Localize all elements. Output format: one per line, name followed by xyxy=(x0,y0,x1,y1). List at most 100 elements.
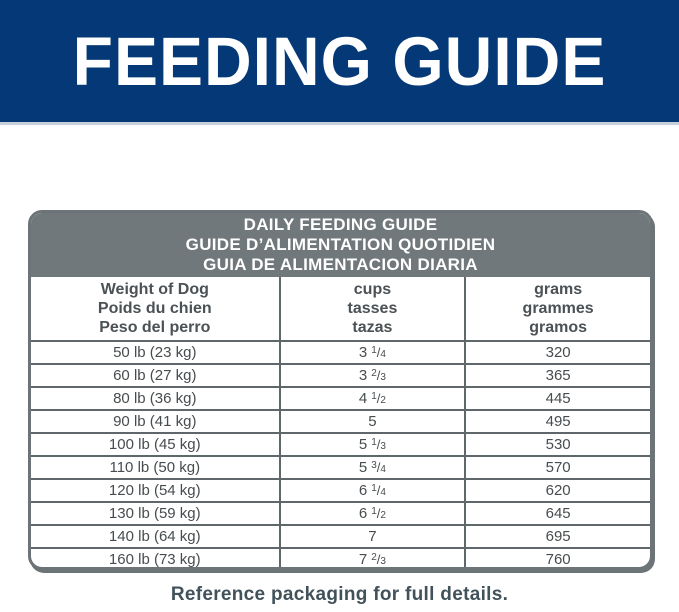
weight-cell: 50 lb (23 kg) xyxy=(113,344,197,361)
grams-column-header: grams grammes gramos xyxy=(464,277,650,340)
cups-header-es: tazas xyxy=(352,319,393,336)
weight-cell: 130 lb (59 kg) xyxy=(108,505,201,522)
fraction-slash: / xyxy=(376,345,381,360)
weight-cell: 110 lb (50 kg) xyxy=(109,459,201,476)
cups-cell: 5 1/3 xyxy=(278,434,465,455)
cups-cell: 6 1/4 xyxy=(278,480,465,501)
grams-cell: 760 xyxy=(464,549,650,567)
fraction-slash: / xyxy=(376,437,381,452)
weight-cell: 140 lb (64 kg) xyxy=(108,528,201,545)
cups-whole-value: 6 xyxy=(358,505,368,522)
fraction-numerator: 1 xyxy=(371,437,377,448)
table-title-line-fr: GUIDE D’ALIMENTATION QUOTIDIEN xyxy=(185,235,496,254)
grams-cell: 530 xyxy=(464,434,650,455)
fraction-slash: / xyxy=(376,483,381,498)
table-row: 100 lb (45 kg) 5 1/3 530 xyxy=(31,432,650,455)
table-row: 120 lb (54 kg) 6 1/4 620 xyxy=(31,478,650,501)
fraction-slash: / xyxy=(376,460,381,475)
footer-note: Reference packaging for full details. xyxy=(170,584,509,605)
weight-header-es: Peso del perro xyxy=(99,319,211,336)
grams-header-fr: grammes xyxy=(522,300,594,317)
cups-whole-value: 5 xyxy=(358,436,368,453)
fraction-numerator: 1 xyxy=(371,391,377,402)
weight-cell: 60 lb (27 kg) xyxy=(113,367,197,384)
table-title: DAILY FEEDING GUIDE GUIDE D’ALIMENTATION… xyxy=(31,213,650,277)
table-row: 140 lb (64 kg) 7 695 xyxy=(31,524,650,547)
weight-cell: 120 lb (54 kg) xyxy=(108,482,201,499)
table-row: 130 lb (59 kg) 6 1/2 645 xyxy=(31,501,650,524)
weight-header-en: Weight of Dog xyxy=(100,281,209,298)
cups-fraction: 1/2 xyxy=(371,390,386,407)
daily-feeding-guide-table: DAILY FEEDING GUIDE GUIDE D’ALIMENTATION… xyxy=(28,210,653,570)
cups-whole-value: 5 xyxy=(368,413,377,430)
cups-cell: 5 3/4 xyxy=(278,457,465,478)
fraction-denominator: 2 xyxy=(380,510,386,521)
table-row: 160 lb (73 kg) 7 2/3 760 xyxy=(31,547,650,568)
weight-cell: 160 lb (73 kg) xyxy=(108,551,201,568)
cups-cell: 7 xyxy=(278,526,465,547)
cups-cell: 7 2/3 xyxy=(278,549,465,568)
cups-fraction: 2/3 xyxy=(371,551,386,567)
cups-fraction: 3/4 xyxy=(371,459,386,476)
feeding-guide-banner: FEEDING GUIDE xyxy=(0,0,679,125)
cups-fraction: 1/2 xyxy=(371,505,386,522)
fraction-denominator: 4 xyxy=(380,349,386,360)
fraction-denominator: 3 xyxy=(380,441,386,452)
grams-header-es: gramos xyxy=(529,319,588,336)
fraction-denominator: 2 xyxy=(380,395,386,406)
cups-whole-value: 6 xyxy=(358,482,368,499)
fraction-numerator: 2 xyxy=(371,368,377,379)
cups-cell: 5 xyxy=(278,411,465,432)
table-row: 90 lb (41 kg) 5 495 xyxy=(31,409,650,432)
fraction-numerator: 2 xyxy=(371,552,377,563)
fraction-denominator: 3 xyxy=(380,372,386,383)
cups-fraction: 1/4 xyxy=(371,344,386,361)
cups-whole-value: 7 xyxy=(358,551,368,568)
cups-whole-value: 7 xyxy=(368,528,377,545)
banner-title: FEEDING GUIDE xyxy=(72,22,607,100)
grams-cell: 570 xyxy=(464,457,650,478)
grams-cell: 320 xyxy=(464,342,650,363)
fraction-numerator: 1 xyxy=(371,506,377,517)
fraction-slash: / xyxy=(376,552,381,567)
fraction-numerator: 1 xyxy=(371,345,377,356)
weight-header-fr: Poids du chien xyxy=(97,300,212,317)
grams-cell: 495 xyxy=(464,411,650,432)
cups-whole-value: 5 xyxy=(358,459,368,476)
cups-column-header: cups tasses tazas xyxy=(278,277,465,340)
table-title-line-en: DAILY FEEDING GUIDE xyxy=(243,215,438,234)
grams-cell: 645 xyxy=(464,503,650,524)
fraction-slash: / xyxy=(376,391,381,406)
table-title-line-es: GUIA DE ALIMENTACION DIARIA xyxy=(203,255,478,274)
grams-cell: 445 xyxy=(464,388,650,409)
grams-cell: 695 xyxy=(464,526,650,547)
table-body: 50 lb (23 kg) 3 1/4 320 60 lb (27 kg) 3 2/3 365… xyxy=(31,340,650,568)
table-row: 80 lb (36 kg) 4 1/2 445 xyxy=(31,386,650,409)
cups-whole-value: 4 xyxy=(358,390,368,407)
table-row: 50 lb (23 kg) 3 1/4 320 xyxy=(31,340,650,363)
column-header-row: Weight of Dog Poids du chien Peso del pe… xyxy=(31,277,650,340)
cups-fraction: 2/3 xyxy=(371,367,386,384)
table-row: 60 lb (27 kg) 3 2/3 365 xyxy=(31,363,650,386)
fraction-numerator: 3 xyxy=(371,460,377,471)
fraction-denominator: 3 xyxy=(380,556,386,567)
weight-cell: 100 lb (45 kg) xyxy=(108,436,201,453)
fraction-slash: / xyxy=(376,368,381,383)
cups-fraction: 1/3 xyxy=(371,436,386,453)
weight-cell: 80 lb (36 kg) xyxy=(113,390,197,407)
grams-cell: 620 xyxy=(464,480,650,501)
fraction-denominator: 4 xyxy=(380,464,386,475)
cups-whole-value: 3 xyxy=(358,367,368,384)
weight-column-header: Weight of Dog Poids du chien Peso del pe… xyxy=(31,277,279,340)
cups-header-en: cups xyxy=(353,281,392,298)
cups-whole-value: 3 xyxy=(358,344,368,361)
fraction-slash: / xyxy=(376,506,381,521)
cups-fraction: 1/4 xyxy=(371,482,386,499)
fraction-numerator: 1 xyxy=(371,483,377,494)
cups-cell: 3 1/4 xyxy=(278,342,465,363)
weight-cell: 90 lb (41 kg) xyxy=(113,413,197,430)
cups-cell: 3 2/3 xyxy=(278,365,465,386)
grams-header-en: grams xyxy=(534,281,583,298)
cups-cell: 6 1/2 xyxy=(278,503,465,524)
table-row: 110 lb (50 kg) 5 3/4 570 xyxy=(31,455,650,478)
